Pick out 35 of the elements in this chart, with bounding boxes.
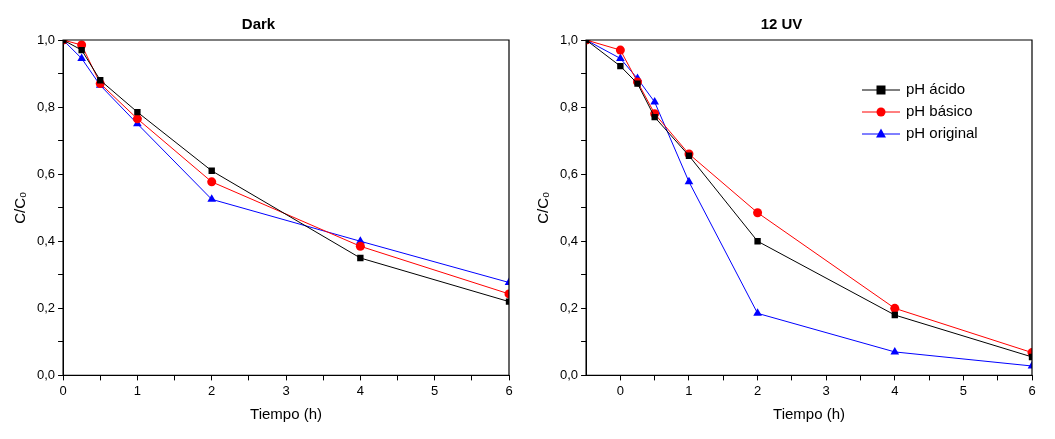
- x-tick-label: 2: [208, 382, 216, 398]
- y-tick-label: 0,0: [559, 366, 579, 382]
- x-tick-label: 0: [616, 382, 624, 398]
- x-tick-label: 4: [891, 382, 899, 398]
- x-tick-label: 1: [133, 382, 142, 398]
- x-axis-title: Tiempo (h): [773, 405, 846, 423]
- x-axis-title: Tiempo (h): [250, 405, 323, 423]
- y-tick-label: 0,4: [559, 232, 579, 248]
- x-tick-label: 3: [822, 382, 830, 398]
- y-tick-label: 0,6: [559, 165, 579, 181]
- y-tick-label: 0,8: [36, 98, 56, 114]
- y-tick-label: 0,2: [36, 299, 56, 315]
- y-tick-label: 0,6: [36, 165, 56, 181]
- y-tick-label: 0,8: [559, 98, 579, 114]
- y-tick-label: 0,4: [36, 232, 56, 248]
- y-axis-title: C/C₀: [534, 191, 552, 224]
- x-tick-label: 2: [753, 382, 762, 398]
- y-tick-label: 0,2: [559, 299, 579, 315]
- chart-title: 12 UV: [760, 15, 803, 33]
- y-tick-label: 1,0: [36, 31, 56, 47]
- chart-title: Dark: [241, 15, 276, 33]
- x-tick-label: 5: [431, 382, 439, 398]
- x-tick-label: 1: [685, 382, 693, 398]
- y-tick-label: 0,0: [36, 366, 56, 382]
- x-tick-label: 4: [356, 382, 364, 398]
- y-axis-title: C/C₀: [11, 191, 29, 224]
- legend-label: pH original: [906, 124, 978, 142]
- x-tick-label: 6: [505, 382, 513, 398]
- y-tick-label: 1,0: [559, 31, 579, 47]
- x-tick-label: 0: [59, 382, 67, 398]
- legend-label: pH ácido: [906, 80, 966, 98]
- x-tick-label: 6: [1028, 382, 1036, 398]
- x-tick-label: 3: [282, 382, 290, 398]
- x-tick-label: 5: [959, 382, 968, 398]
- legend-label: pH básico: [906, 102, 973, 120]
